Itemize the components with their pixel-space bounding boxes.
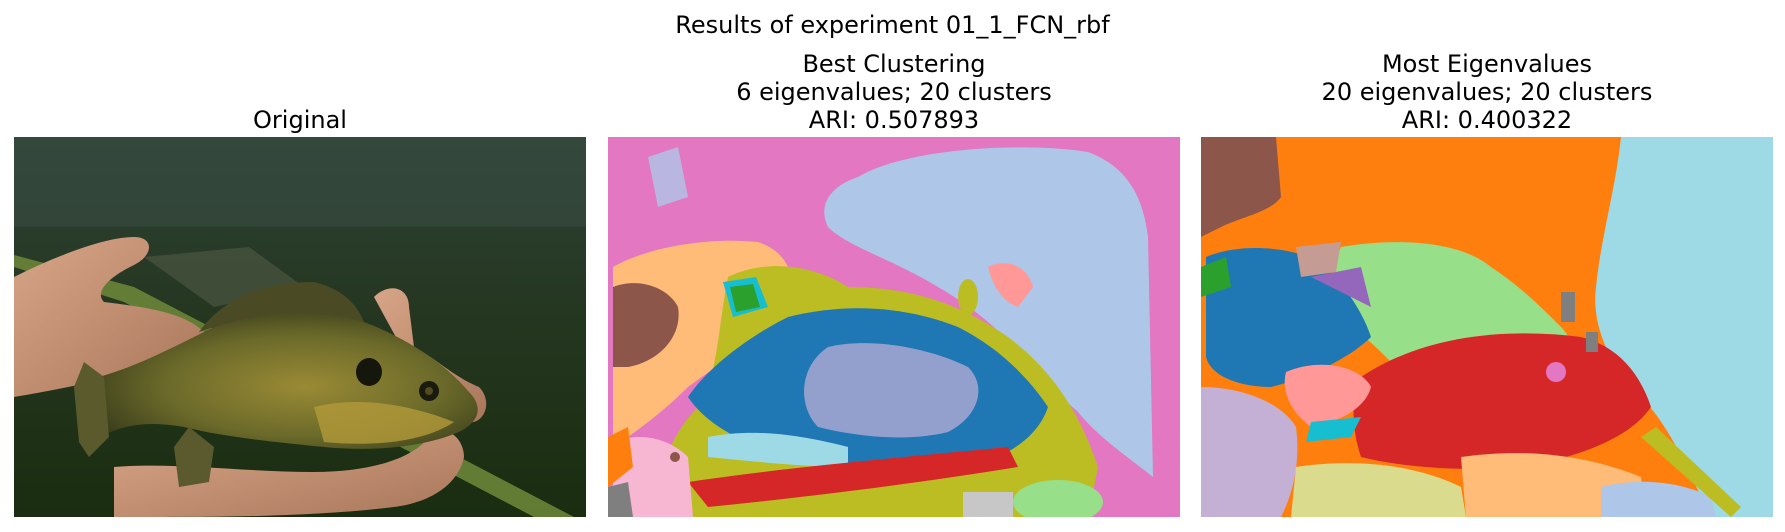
best-clustering-segmentation: [608, 137, 1180, 517]
panel-title: Original: [14, 106, 586, 134]
panel-title-line: 20 eigenvalues; 20 clusters: [1321, 78, 1653, 106]
panel-title-line: Most Eigenvalues: [1381, 50, 1593, 78]
panel-title-line: Original: [253, 106, 347, 134]
figure-suptitle: Results of experiment 01_1_FCN_rbf: [675, 11, 1110, 39]
panel-most-eigenvalues: Most Eigenvalues 20 eigenvalues; 20 clus…: [1201, 0, 1773, 532]
panel-title: Best Clustering 6 eigenvalues; 20 cluste…: [608, 50, 1180, 134]
original-photo: [14, 137, 586, 517]
panel-title-line: ARI: 0.507893: [808, 106, 980, 134]
most-eigenvalues-segmentation: [1201, 137, 1773, 517]
panel-title-line: 6 eigenvalues; 20 clusters: [736, 78, 1052, 106]
panel-title: Most Eigenvalues 20 eigenvalues; 20 clus…: [1201, 50, 1773, 134]
panel-best-clustering: Best Clustering 6 eigenvalues; 20 cluste…: [608, 0, 1180, 532]
panel-title-line: Best Clustering: [802, 50, 986, 78]
panel-title-line: ARI: 0.400322: [1401, 106, 1573, 134]
panel-original: Original: [14, 0, 586, 532]
